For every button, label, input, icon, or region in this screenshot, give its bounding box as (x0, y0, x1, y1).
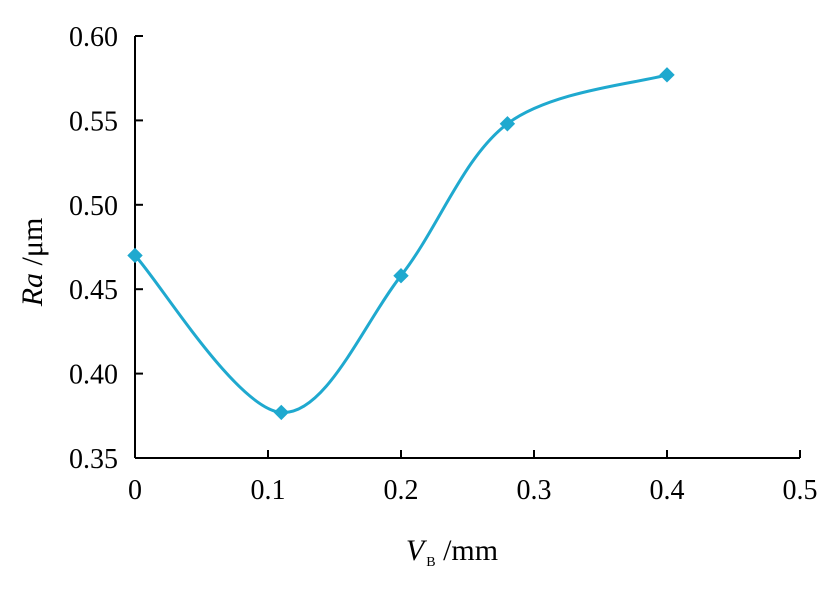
series-line (133, 73, 668, 414)
y-ticks: 0.35 0.40 0.45 0.50 0.55 0.60 (69, 22, 143, 475)
axes (134, 36, 800, 459)
x-tick-label: 0.4 (650, 475, 685, 506)
y-tick-label: 0.55 (69, 106, 118, 137)
y-tick-label: 0.45 (69, 275, 118, 306)
x-axis-label-subscript: B (426, 555, 435, 570)
x-tick-label: 0.2 (384, 475, 419, 506)
x-tick-label: 0.3 (517, 475, 552, 506)
data-point-marker (499, 116, 516, 132)
y-axis-label-symbol: Ra (16, 273, 49, 307)
y-tick-label: 0.35 (69, 444, 118, 475)
data-point-marker (659, 67, 675, 83)
y-tick-label: 0.60 (69, 22, 118, 53)
y-axis-label-unit: /μm (16, 218, 49, 273)
series-group (127, 67, 675, 421)
x-ticks: 0 0.1 0.2 0.3 0.4 0.5 (128, 450, 818, 506)
x-tick-label: 0 (128, 475, 142, 506)
x-tick-label: 0.5 (783, 475, 818, 506)
y-axis-label: Ra /μm (16, 218, 49, 308)
x-tick-label: 0.1 (251, 475, 286, 506)
y-tick-label: 0.50 (69, 191, 118, 222)
x-axis-label-unit: /mm (436, 534, 499, 567)
data-point-marker (393, 267, 409, 284)
data-point-marker (127, 247, 143, 264)
y-tick-label: 0.40 (69, 360, 118, 391)
data-point-marker (273, 404, 290, 421)
x-axis-label-symbol: V (406, 534, 428, 567)
